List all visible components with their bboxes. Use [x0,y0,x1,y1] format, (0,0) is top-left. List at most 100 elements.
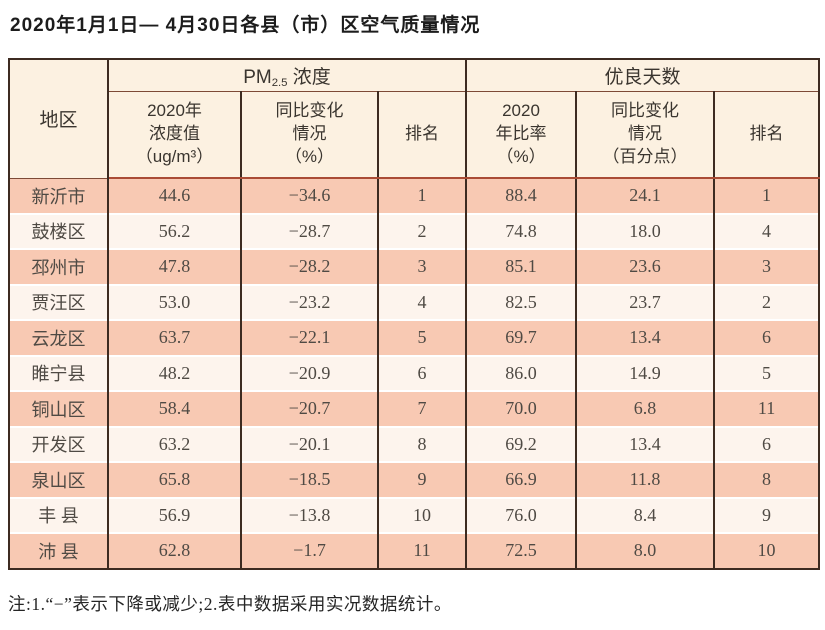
ratio-change-cell: 13.4 [575,319,716,356]
ratio-rank-cell: 5 [713,354,821,391]
region-column-header: 地区 [8,59,109,179]
region-cell: 铜山区 [8,390,109,427]
pm-rank-header: 排名 [376,91,468,179]
region-cell: 开发区 [8,425,109,462]
page-title: 2020年1月1日— 4月30日各县（市）区空气质量情况 [10,15,481,36]
ratio-cell: 82.5 [465,283,578,320]
ratio-rank-cell: 9 [713,496,821,533]
table-row: 泉山区 65.8 −18.5 9 66.9 11.8 8 [8,461,821,498]
ratio-cell: 85.1 [465,248,578,285]
ratio-cell: 86.0 [465,354,578,391]
pm-rank-cell: 5 [376,319,468,356]
air-quality-table: 地区 PM2.5 浓度 优良天数 2020年 浓度值 （ug/m³） 同比变化 … [8,58,821,570]
ratio-cell: 70.0 [465,390,578,427]
ratio-header: 2020 年比率 （%） [465,91,578,179]
ratio-cell: 88.4 [465,178,578,214]
ratio-change-cell: 24.1 [575,178,716,214]
pm-value-cell: 63.7 [107,319,242,356]
pm-rank-cell: 3 [376,248,468,285]
pm-value-cell: 44.6 [107,178,242,214]
pm-change-cell: −22.1 [240,319,379,356]
pm25-group-header: PM2.5 浓度 [106,59,468,92]
ratio-change-cell: 6.8 [575,390,716,427]
pm-value-cell: 47.8 [107,248,242,285]
pm-value-cell: 48.2 [107,354,242,391]
table-row: 云龙区 63.7 −22.1 5 69.7 13.4 6 [8,319,821,356]
pm-rank-cell: 7 [376,390,468,427]
pm-value-cell: 53.0 [107,283,242,320]
table-row: 新沂市 44.6 −34.6 1 88.4 24.1 1 [8,178,821,214]
pm-value-cell: 63.2 [107,425,242,462]
table-row: 贾汪区 53.0 −23.2 4 82.5 23.7 2 [8,283,821,320]
table-row: 鼓楼区 56.2 −28.7 2 74.8 18.0 4 [8,212,821,249]
pm-rank-cell: 8 [376,425,468,462]
pm-change-cell: −34.6 [240,178,379,214]
ratio-change-cell: 8.4 [575,496,716,533]
pm-change-cell: −23.2 [240,283,379,320]
region-cell: 新沂市 [8,178,109,214]
table-header: 地区 PM2.5 浓度 优良天数 2020年 浓度值 （ug/m³） 同比变化 … [8,59,821,179]
ratio-rank-cell: 10 [713,532,821,569]
ratio-change-cell: 8.0 [575,532,716,569]
ratio-rank-cell: 11 [713,390,821,427]
group-header-row: 地区 PM2.5 浓度 优良天数 [8,59,821,179]
table-row: 邳州市 47.8 −28.2 3 85.1 23.6 3 [8,248,821,285]
ratio-change-cell: 13.4 [575,425,716,462]
ratio-cell: 69.2 [465,425,578,462]
pm-change-cell: −18.5 [240,461,379,498]
pm-change-cell: −20.7 [240,390,379,427]
ratio-cell: 72.5 [465,532,578,569]
pm-change-cell: −20.9 [240,354,379,391]
pm-change-header: 同比变化 情况 （%） [240,91,379,179]
ratio-rank-cell: 6 [713,425,821,462]
ratio-change-cell: 14.9 [575,354,716,391]
table-row: 沛 县 62.8 −1.7 11 72.5 8.0 10 [8,532,821,569]
ratio-change-cell: 23.7 [575,283,716,320]
sub-header-row: 2020年 浓度值 （ug/m³） 同比变化 情况 （%） 排名 2020 年比… [9,91,821,179]
pm-value-cell: 65.8 [107,461,242,498]
ratio-cell: 69.7 [465,319,578,356]
good-days-group-header: 优良天数 [465,59,821,92]
region-cell: 沛 县 [8,532,109,569]
pm25-subscript: 2.5 [271,76,288,89]
pm-change-cell: −1.7 [240,532,379,569]
region-cell: 云龙区 [8,319,109,356]
region-cell: 睢宁县 [8,354,109,391]
table-row: 开发区 63.2 −20.1 8 69.2 13.4 6 [8,425,821,462]
ratio-change-cell: 23.6 [575,248,716,285]
ratio-change-cell: 18.0 [575,212,716,249]
table-row: 丰 县 56.9 −13.8 10 76.0 8.4 9 [8,496,821,533]
pm-value-header: 2020年 浓度值 （ug/m³） [107,91,242,179]
ratio-change-header: 同比变化 情况 （百分点） [575,91,716,179]
table-row: 铜山区 58.4 −20.7 7 70.0 6.8 11 [8,390,821,427]
ratio-rank-cell: 2 [713,283,821,320]
pm-change-cell: −28.7 [240,212,379,249]
pm-rank-cell: 6 [376,354,468,391]
ratio-rank-cell: 1 [713,178,821,214]
pm-rank-cell: 10 [376,496,468,533]
ratio-rank-cell: 6 [713,319,821,356]
pm-change-cell: −20.1 [240,425,379,462]
pm-change-cell: −13.8 [240,496,379,533]
region-cell: 邳州市 [8,248,109,285]
region-cell: 鼓楼区 [8,212,109,249]
footnote: 注:1.“−”表示下降或减少;2.表中数据采用实况数据统计。 [8,593,452,614]
ratio-rank-cell: 3 [713,248,821,285]
ratio-change-cell: 11.8 [575,461,716,498]
region-cell: 贾汪区 [8,283,109,320]
ratio-rank-cell: 8 [713,461,821,498]
pm-rank-cell: 1 [376,178,468,214]
ratio-cell: 66.9 [465,461,578,498]
ratio-cell: 74.8 [465,212,578,249]
ratio-rank-header: 排名 [713,91,821,179]
table-body: 新沂市 44.6 −34.6 1 88.4 24.1 1 鼓楼区 56.2 −28.7 2 74.8… [8,178,821,569]
pm-value-cell: 56.9 [107,496,242,533]
pm-value-cell: 62.8 [107,532,242,569]
pm-change-cell: −28.2 [240,248,379,285]
pm-rank-cell: 11 [376,532,468,569]
pm-value-cell: 58.4 [107,390,242,427]
region-cell: 丰 县 [8,496,109,533]
region-cell: 泉山区 [8,461,109,498]
pm-value-cell: 56.2 [107,212,242,249]
pm-rank-cell: 9 [376,461,468,498]
